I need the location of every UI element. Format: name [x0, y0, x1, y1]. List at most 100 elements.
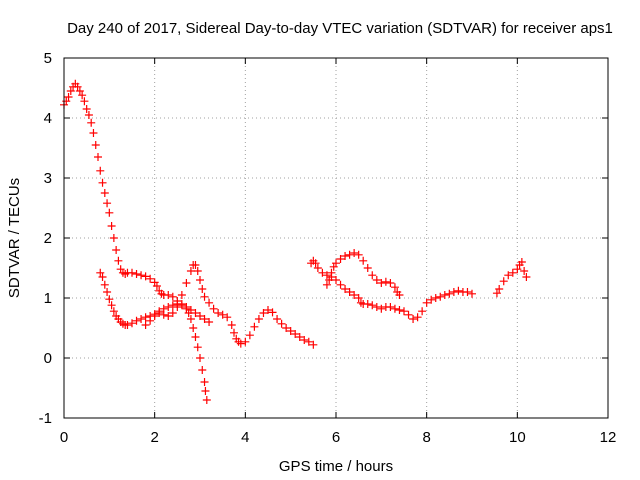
- data-point: [80, 97, 89, 106]
- data-point: [196, 276, 204, 284]
- data-point: [341, 252, 350, 260]
- data-point: [381, 277, 390, 286]
- data-point: [311, 259, 320, 268]
- data-point: [372, 303, 381, 311]
- data-point: [363, 300, 372, 308]
- y-axis-label: SDTVAR / TECUs: [6, 178, 23, 298]
- data-point: [377, 304, 386, 313]
- data-point: [377, 279, 386, 287]
- data-point: [400, 307, 408, 316]
- y-tick-label: 4: [44, 110, 52, 127]
- data-point: [386, 303, 395, 311]
- data-point: [132, 316, 141, 325]
- data-point: [264, 306, 272, 314]
- data-point: [295, 333, 304, 341]
- data-point: [404, 310, 413, 319]
- data-point: [214, 309, 223, 317]
- x-tick-label: 12: [600, 429, 617, 446]
- data-point: [336, 280, 345, 289]
- data-point: [395, 291, 404, 299]
- data-point: [513, 265, 522, 274]
- data-point: [109, 234, 118, 242]
- data-point: [517, 258, 526, 266]
- y-tick-label: 3: [44, 170, 52, 187]
- data-point: [107, 301, 116, 310]
- data-point: [241, 337, 250, 346]
- data-point: [504, 271, 513, 280]
- x-tick-label: 2: [150, 429, 158, 446]
- data-point: [200, 315, 209, 323]
- data-point: [495, 285, 504, 293]
- data-point: [132, 270, 141, 278]
- data-point: [105, 208, 114, 217]
- data-point: [96, 166, 105, 175]
- data-point: [75, 87, 84, 95]
- data-point: [250, 322, 259, 331]
- data-point: [300, 336, 309, 344]
- data-point: [87, 118, 96, 127]
- data-point: [230, 328, 238, 337]
- data-point: [363, 264, 372, 272]
- data-point: [341, 285, 350, 293]
- series-arc-3: [141, 261, 318, 349]
- data-point: [164, 312, 173, 320]
- data-point: [105, 295, 114, 304]
- y-tick-label: 5: [44, 50, 52, 67]
- data-point: [449, 288, 458, 296]
- data-point: [164, 291, 173, 299]
- plot-frame: [63, 57, 609, 419]
- data-point: [146, 274, 155, 283]
- data-point: [350, 291, 359, 299]
- data-point: [98, 273, 107, 281]
- data-point: [332, 259, 340, 268]
- data-series: [60, 79, 531, 404]
- x-tick-label: 8: [422, 429, 430, 446]
- y-tick-label: 0: [44, 350, 52, 367]
- data-point: [164, 303, 173, 311]
- data-point: [318, 268, 327, 277]
- data-point: [137, 315, 146, 323]
- data-point: [78, 91, 87, 100]
- data-point: [245, 331, 254, 340]
- series-arc-5: [322, 249, 404, 299]
- data-point: [201, 387, 210, 395]
- data-point: [418, 307, 427, 316]
- data-point: [173, 303, 182, 311]
- data-point: [336, 255, 345, 263]
- data-point: [427, 295, 436, 304]
- data-point: [236, 339, 245, 348]
- data-point: [73, 82, 82, 91]
- data-point: [182, 279, 191, 287]
- data-point: [359, 256, 368, 265]
- data-point: [198, 285, 207, 293]
- data-point: [227, 321, 236, 329]
- data-point: [159, 310, 168, 319]
- data-point: [168, 301, 177, 310]
- data-point: [286, 327, 295, 335]
- data-point: [282, 324, 291, 332]
- data-point: [322, 271, 331, 280]
- data-point: [103, 199, 112, 208]
- data-point: [322, 280, 331, 289]
- data-point: [499, 277, 508, 286]
- data-point: [191, 261, 200, 269]
- gridlines: [64, 58, 608, 418]
- data-point: [128, 319, 136, 328]
- series-arc-6: [492, 258, 531, 298]
- data-point: [152, 282, 161, 290]
- data-point: [107, 222, 116, 230]
- data-point: [177, 291, 186, 299]
- data-point: [313, 264, 322, 272]
- data-point: [177, 301, 186, 310]
- data-point: [431, 294, 440, 302]
- data-point: [309, 340, 318, 349]
- data-point: [186, 315, 195, 323]
- chart-title: Day 240 of 2017, Sidereal Day-to-day VTE…: [67, 20, 613, 37]
- data-point: [89, 129, 98, 137]
- data-point: [168, 292, 177, 301]
- data-point: [196, 312, 204, 320]
- data-point: [193, 343, 202, 352]
- y-tick-label: 2: [44, 230, 52, 247]
